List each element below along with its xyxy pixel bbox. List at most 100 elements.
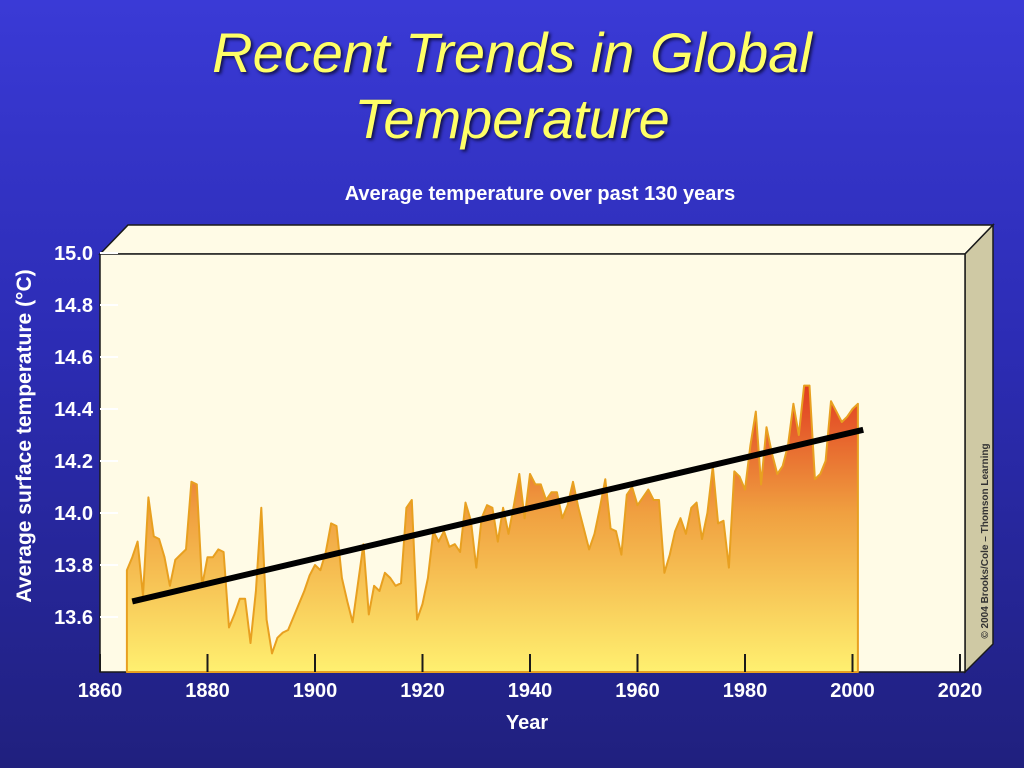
slide-title-line2: Temperature — [354, 87, 670, 150]
data-point-1926 — [454, 543, 456, 545]
data-point-1876 — [185, 548, 187, 551]
data-point-1941 — [534, 483, 537, 486]
data-point-1951 — [588, 548, 590, 551]
data-point-1891 — [265, 618, 268, 621]
data-point-1978 — [733, 470, 736, 473]
data-point-1927 — [459, 551, 461, 553]
data-point-1872 — [163, 556, 166, 558]
data-point-1883 — [222, 551, 225, 553]
data-point-1934 — [497, 540, 499, 543]
data-point-1889 — [255, 590, 257, 592]
data-point-1898 — [303, 590, 306, 592]
data-point-1915 — [394, 585, 397, 587]
data-point-1968 — [679, 517, 682, 519]
y-tick-label: 14.2 — [54, 451, 93, 473]
data-point-1867 — [136, 540, 139, 543]
slide-title: Recent Trends in Global Temperature — [0, 20, 1024, 152]
data-point-1912 — [378, 590, 381, 592]
data-point-1986 — [776, 473, 779, 475]
x-ticks: 1860 1880 1900 1920 1940 1960 1980 2000 2020 — [78, 654, 982, 702]
chart-subtitle: Average temperature over past 130 years — [345, 183, 736, 205]
data-point-1949 — [577, 507, 580, 509]
data-point-1962 — [647, 488, 650, 491]
data-point-1877 — [190, 481, 193, 483]
data-point-1897 — [298, 603, 300, 605]
data-point-1901 — [319, 569, 322, 571]
data-point-1942 — [540, 483, 542, 486]
data-point-2000 — [851, 408, 854, 410]
data-point-1990 — [798, 434, 800, 436]
data-point-1964 — [658, 499, 660, 501]
data-point-1998 — [841, 421, 843, 423]
data-point-1914 — [389, 577, 392, 579]
data-point-1894 — [282, 631, 284, 634]
x-tick-label: 1940 — [508, 680, 553, 702]
data-point-1957 — [620, 553, 623, 556]
data-point-1875 — [179, 553, 182, 556]
data-point-1982 — [755, 410, 757, 413]
data-point-1874 — [174, 559, 177, 561]
data-point-1886 — [239, 598, 241, 600]
data-point-1900 — [314, 564, 316, 566]
data-point-1975 — [717, 522, 719, 525]
trend-line — [131, 426, 864, 605]
data-point-1967 — [674, 530, 676, 532]
data-point-1919 — [416, 618, 418, 621]
slide-title-line1: Recent Trends in Global — [212, 21, 812, 84]
y-tick-label: 14.0 — [54, 503, 93, 525]
data-point-1956 — [615, 530, 617, 532]
data-point-1904 — [335, 525, 338, 527]
data-point-1939 — [523, 517, 526, 519]
data-point-1940 — [529, 473, 531, 475]
data-point-1921 — [427, 577, 429, 579]
data-point-1963 — [652, 499, 655, 501]
data-point-1970 — [690, 507, 693, 509]
y-tick-label: 15.0 — [54, 243, 93, 265]
copyright-credit: © 2004 Brooks/Cole – Thomson Learning — [980, 443, 991, 638]
data-point-1943 — [545, 499, 547, 501]
data-point-1953 — [599, 507, 601, 509]
y-tick-label: 14.6 — [54, 347, 93, 369]
y-ticks: 13.6 13.8 14.0 14.2 14.4 14.6 14.8 15.0 — [54, 243, 118, 629]
data-point-1938 — [518, 473, 521, 475]
data-point-1976 — [722, 520, 725, 522]
data-point-1918 — [411, 499, 413, 501]
data-point-1994 — [819, 473, 822, 475]
data-point-1902 — [325, 551, 327, 553]
data-point-1923 — [437, 540, 440, 543]
data-point-2001 — [857, 403, 859, 405]
data-point-1993 — [814, 478, 816, 481]
data-point-1954 — [604, 478, 607, 481]
x-tick-label: 1980 — [723, 680, 768, 702]
x-tick-label: 1900 — [293, 680, 338, 702]
data-point-1952 — [593, 533, 596, 535]
data-point-1936 — [507, 533, 510, 535]
data-point-1946 — [561, 517, 564, 519]
data-point-1947 — [566, 504, 569, 507]
data-point-1973 — [706, 512, 709, 514]
data-point-1965 — [663, 572, 666, 574]
x-tick-label: 2000 — [830, 680, 875, 702]
data-point-1911 — [373, 585, 375, 587]
data-point-1969 — [685, 533, 687, 535]
data-point-1984 — [765, 426, 768, 429]
data-point-1971 — [695, 501, 698, 504]
data-point-1955 — [609, 527, 612, 530]
data-point-1908 — [357, 582, 359, 584]
data-point-1997 — [835, 410, 838, 413]
data-point-1950 — [583, 527, 585, 530]
data-point-1906 — [346, 600, 349, 603]
data-point-1866 — [131, 556, 134, 558]
data-point-1890 — [260, 507, 263, 509]
x-tick-label: 1920 — [400, 680, 445, 702]
data-point-1979 — [738, 475, 741, 478]
data-point-1887 — [244, 598, 246, 600]
x-tick-label: 1880 — [185, 680, 230, 702]
data-point-1983 — [760, 483, 762, 486]
data-point-1910 — [368, 613, 370, 616]
data-point-1880 — [206, 556, 209, 558]
data-point-1991 — [803, 384, 805, 387]
data-point-1925 — [448, 546, 451, 548]
data-point-1892 — [271, 652, 273, 655]
